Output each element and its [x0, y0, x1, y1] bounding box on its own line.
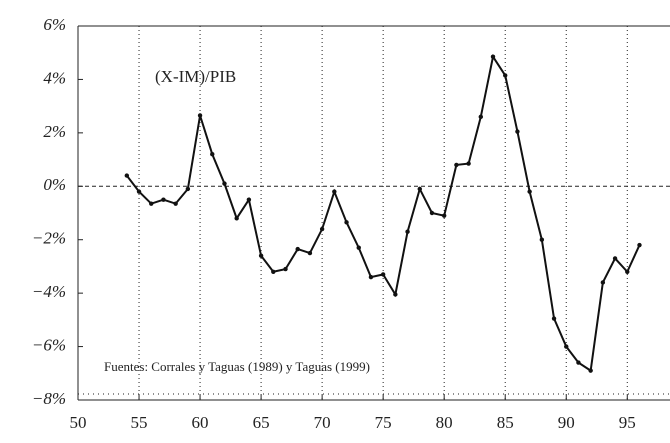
y-tick-label: −4%: [32, 282, 66, 301]
data-point: [588, 368, 593, 373]
data-point: [344, 220, 349, 225]
x-tick-label: 80: [436, 413, 453, 432]
data-line: [126, 54, 641, 373]
y-tick-label: 0%: [43, 175, 66, 194]
data-point: [417, 186, 422, 192]
data-point: [271, 269, 276, 274]
data-point: [222, 181, 227, 186]
data-point: [173, 201, 178, 206]
data-point: [307, 250, 313, 256]
x-tick-label: 85: [497, 413, 514, 432]
data-point: [136, 189, 142, 194]
data-point: [503, 73, 508, 78]
data-point: [356, 245, 361, 250]
source-note: Fuentes: Corrales y Taguas (1989) y Tagu…: [104, 359, 370, 374]
x-tick-label: 95: [619, 413, 636, 432]
data-point: [161, 197, 166, 202]
data-point: [295, 246, 300, 252]
y-tick-label: 4%: [43, 68, 66, 87]
data-point: [527, 189, 532, 194]
data-point: [454, 162, 459, 168]
data-point: [368, 274, 374, 280]
x-tick-label: 55: [131, 413, 148, 432]
data-point: [319, 226, 325, 232]
data-point: [551, 316, 557, 321]
data-point: [576, 360, 581, 365]
data-point: [466, 161, 471, 166]
y-tick-label: −2%: [32, 229, 66, 248]
x-tick-label: 90: [558, 413, 575, 432]
data-point: [283, 266, 288, 272]
y-tick-label: −8%: [32, 389, 66, 408]
x-tick-label: 50: [70, 413, 87, 432]
data-point: [210, 152, 215, 157]
data-point: [539, 237, 545, 242]
data-point: [124, 173, 130, 178]
data-point: [564, 344, 569, 349]
data-point: [515, 129, 520, 134]
data-point: [246, 197, 252, 202]
data-point: [478, 114, 484, 120]
x-tick-label: 65: [253, 413, 270, 432]
data-point: [612, 256, 618, 261]
y-tick-label: 6%: [43, 15, 66, 34]
series-label: (X-IM)/PIB: [155, 67, 236, 86]
data-point: [625, 269, 630, 274]
data-point: [185, 186, 191, 192]
data-point: [490, 54, 496, 59]
data-point: [258, 253, 264, 258]
data-point: [405, 229, 410, 234]
data-point: [441, 213, 447, 218]
data-point: [393, 292, 398, 297]
data-point: [637, 242, 642, 248]
data-point: [332, 189, 337, 194]
data-point: [197, 113, 203, 118]
data-point: [234, 216, 239, 221]
y-tick-label: −6%: [32, 335, 66, 354]
y-tick-label: 2%: [43, 122, 66, 141]
x-tick-label: 70: [314, 413, 331, 432]
data-point: [380, 272, 386, 277]
data-point: [600, 280, 606, 285]
data-point: [149, 201, 154, 206]
x-tick-label: 60: [192, 413, 209, 432]
data-point: [429, 210, 435, 216]
x-tick-label: 75: [375, 413, 392, 432]
